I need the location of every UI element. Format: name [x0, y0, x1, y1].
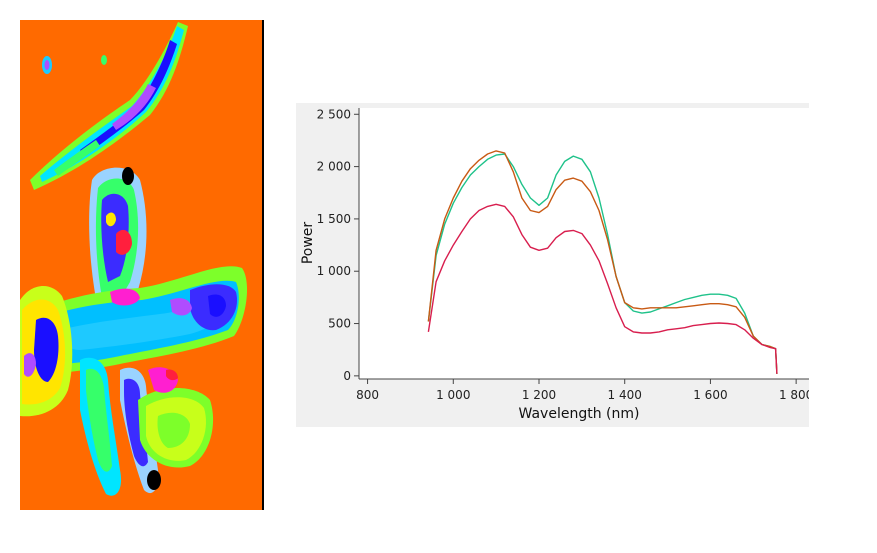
x-tick-label: 1 200	[522, 388, 556, 402]
series-line-1	[427, 153, 778, 374]
map-central-body	[89, 167, 147, 320]
x-tick-label: 1 800	[779, 388, 809, 402]
y-tick-label: 0	[343, 369, 351, 383]
classification-map-image	[20, 20, 264, 510]
x-axis-ticks: 800 1 000 1 200 1 400 1 600 1 800	[356, 379, 809, 402]
map-lower-legs	[80, 357, 161, 496]
y-axis-ticks: 0 500 1 000 1 500 2 000 2 500	[317, 107, 359, 383]
spectrum-chart: 0 500 1 000 1 500 2 000 2 500 800 1 000 1 200 1 …	[296, 103, 809, 427]
map-blob-small-2	[101, 55, 107, 65]
y-tick-label: 1 500	[317, 212, 351, 226]
map-right-border	[262, 20, 264, 510]
y-axis-title: Power	[300, 222, 316, 265]
map-lower-right-lobe	[138, 367, 214, 468]
x-tick-label: 1 400	[608, 388, 642, 402]
map-horizontal-wing	[20, 266, 248, 374]
y-tick-label: 500	[328, 317, 351, 331]
x-tick-label: 1 000	[436, 388, 470, 402]
series-line-2	[427, 150, 778, 374]
y-tick-label: 2 000	[317, 160, 351, 174]
series-lines	[427, 150, 778, 374]
y-tick-label: 1 000	[317, 264, 351, 278]
map-blob-small-1-core	[44, 60, 50, 70]
x-axis-title: Wavelength (nm)	[519, 406, 640, 422]
series-line-3	[427, 203, 778, 374]
plot-area	[359, 108, 809, 379]
x-tick-label: 1 600	[693, 388, 727, 402]
map-left-lobe	[20, 285, 73, 417]
y-tick-label: 2 500	[317, 107, 351, 121]
x-tick-label: 800	[356, 388, 379, 402]
map-upper-streak	[30, 22, 188, 190]
